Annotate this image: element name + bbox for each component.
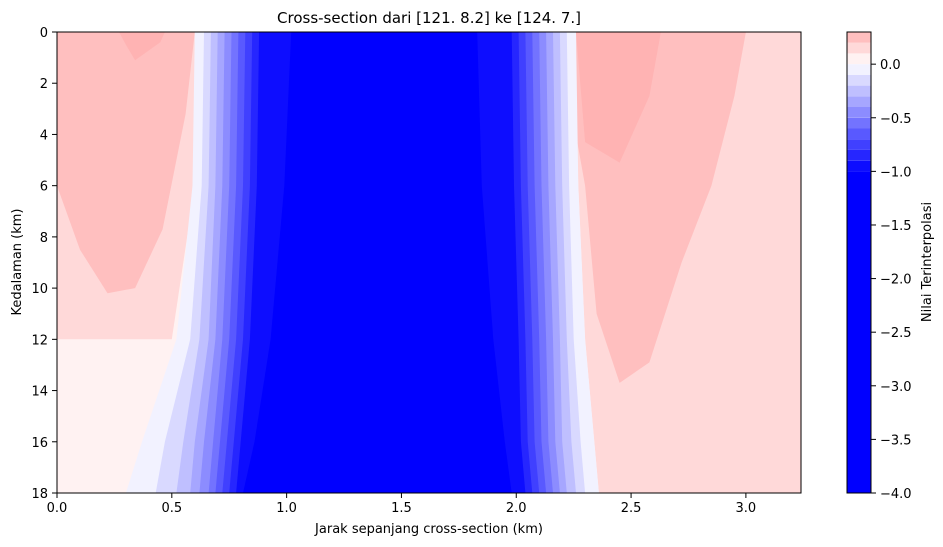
x-tick-label-3: 1.5 xyxy=(391,501,412,516)
colorbar-tick-label-4: −2.0 xyxy=(880,273,912,288)
colorbar-segment-5 xyxy=(847,117,871,129)
colorbar-tick-label-5: −2.5 xyxy=(880,326,912,341)
colorbar-segment-8 xyxy=(847,85,871,97)
plot-frame xyxy=(56,31,802,494)
colorbar-tick-label-2: −1.0 xyxy=(880,165,912,180)
colorbar-segment-1 xyxy=(847,160,871,172)
negative-band-10 xyxy=(243,32,512,493)
colorbar-label: Nilai Terinterpolasi xyxy=(920,202,935,322)
colorbar-segment-12 xyxy=(847,42,871,54)
colorbar-segment-7 xyxy=(847,96,871,107)
x-tick-label-0: 0.0 xyxy=(47,501,68,516)
colorbar-frame xyxy=(846,31,872,494)
y-tick-label-1: 2 xyxy=(40,77,48,92)
colorbar-segment-3 xyxy=(847,139,871,150)
positive-region-4 xyxy=(119,32,165,61)
y-axis-label: Kedalaman (km) xyxy=(10,208,25,315)
colorbar-tick-label-8: −4.0 xyxy=(880,487,912,502)
x-tick-label-4: 2.0 xyxy=(506,501,527,516)
x-tick-label-1: 0.5 xyxy=(161,501,182,516)
y-tick-label-9: 18 xyxy=(31,487,48,502)
colorbar xyxy=(847,32,871,493)
colorbar-tick-label-7: −3.5 xyxy=(880,433,912,448)
colorbar-segment-2 xyxy=(847,149,871,161)
y-tick-label-0: 0 xyxy=(40,26,48,41)
x-tick-label-6: 3.0 xyxy=(736,501,757,516)
y-tick-label-4: 8 xyxy=(40,231,48,246)
colorbar-segment-9 xyxy=(847,74,871,86)
y-tick-label-3: 6 xyxy=(40,180,48,195)
x-axis-label: Jarak sepanjang cross-section (km) xyxy=(314,522,543,537)
colorbar-segment-10 xyxy=(847,64,871,75)
colorbar-axis: 0.0 −0.5 −1.0 −1.5 −2.0 −2.5 −3.0 −3.5 −4.0 xyxy=(871,58,912,502)
colorbar-segment-13 xyxy=(847,32,871,43)
x-tick-label-2: 1.0 xyxy=(276,501,297,516)
y-axis: 0 2 4 6 8 10 12 14 16 18 xyxy=(31,26,57,502)
y-tick-label-8: 16 xyxy=(31,436,48,451)
y-tick-label-7: 14 xyxy=(31,385,48,400)
colorbar-segment-4 xyxy=(847,128,871,140)
colorbar-segment-11 xyxy=(847,53,871,65)
colorbar-tick-label-1: −0.5 xyxy=(880,112,912,127)
colorbar-tick-label-6: −3.0 xyxy=(880,380,912,395)
colorbar-tick-label-3: −1.5 xyxy=(880,219,912,234)
y-tick-label-5: 10 xyxy=(31,282,48,297)
y-tick-label-6: 12 xyxy=(31,333,48,348)
plot-area xyxy=(57,32,801,493)
positive-region-2 xyxy=(57,32,195,294)
x-tick-label-5: 2.5 xyxy=(621,501,642,516)
chart-title: Cross-section dari [121. 8.2] ke [124. 7… xyxy=(277,9,581,27)
colorbar-tick-label-0: 0.0 xyxy=(880,58,901,73)
positive-region-5 xyxy=(576,32,661,163)
y-tick-label-2: 4 xyxy=(40,128,48,143)
colorbar-segment-0 xyxy=(847,171,871,493)
contour-layer xyxy=(57,32,801,493)
colorbar-segment-6 xyxy=(847,107,871,118)
x-axis: 0.0 0.5 1.0 1.5 2.0 2.5 3.0 xyxy=(47,493,757,516)
